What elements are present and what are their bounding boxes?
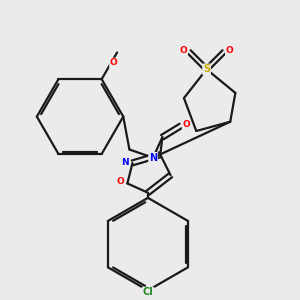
Text: O: O	[110, 58, 118, 68]
Text: S: S	[203, 64, 210, 74]
Text: O: O	[180, 46, 188, 55]
Text: O: O	[182, 120, 190, 129]
Text: Cl: Cl	[142, 287, 153, 298]
Text: O: O	[117, 177, 124, 186]
Text: O: O	[226, 46, 233, 55]
Text: N: N	[121, 158, 129, 167]
Text: N: N	[149, 153, 157, 163]
